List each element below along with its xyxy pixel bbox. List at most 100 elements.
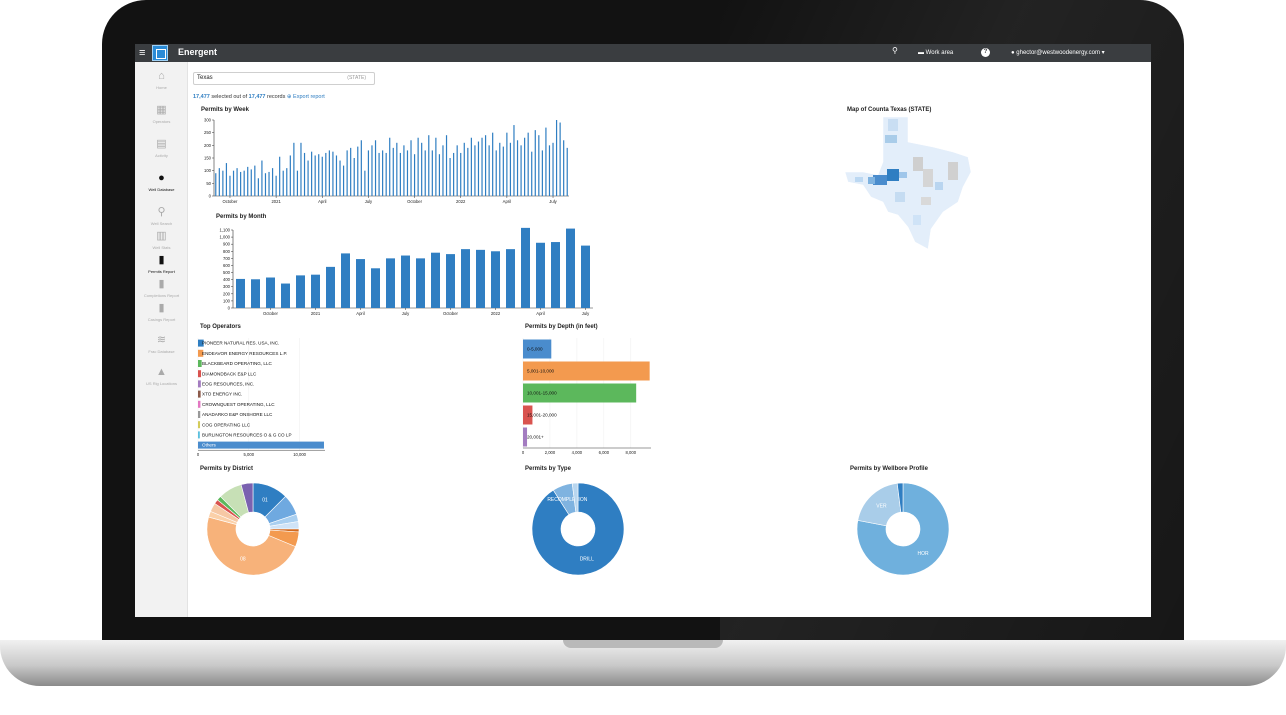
bar [357,146,359,196]
bar [198,380,201,388]
bar [353,158,355,196]
work-area-label: Work area [925,50,954,56]
bar-label: BLACKBEARD OPERATING, LLC [202,361,273,366]
bar [521,227,530,308]
bar [536,242,545,308]
bar [495,150,497,196]
work-area-button[interactable]: ▬ Work area [918,48,953,58]
search-icon[interactable]: ⚲ [892,46,898,55]
county-region [873,175,887,185]
bar [356,259,365,308]
bar [491,251,500,308]
bar [198,421,201,429]
top-operators-chart[interactable]: 0 5,000 10,000 PIONEER NATURAL RES. USA, IN… [188,334,348,464]
home-icon: ⌂ [158,70,165,82]
county-region [887,169,899,181]
bar [524,137,526,196]
sidebar-item-label: Well Database [148,187,175,192]
x-tick-label: 10,000 [293,452,306,457]
user-menu[interactable]: ● ghector@westwoodenergy.com ▾ [1011,48,1105,58]
export-report-link[interactable]: ⊕ Export report [286,94,325,100]
folder-icon: ▬ [918,50,926,56]
slice-label: 01 [262,497,268,503]
permits-by-wellbore-chart[interactable]: HOR VER [848,474,958,584]
bar-label: 20,001+ [527,435,544,440]
county-region [888,119,898,131]
calendar-icon: ▤ [156,138,167,150]
selection-summary: 17,477 selected out of 17,477 records ⊕ … [193,94,325,100]
slice-label: RECOMPLETION [547,497,587,503]
sidebar-item-well-search[interactable]: ⚲ Well Search [135,206,188,227]
sidebar-item-label: Well Stats [152,245,171,250]
slice-label: DRILL [580,557,594,563]
sidebar-item-frac-database[interactable]: ≋ Frac Database [135,334,188,355]
slice [240,482,254,513]
bar [251,279,260,308]
sidebar-item-well-stats[interactable]: ▥ Well Stats [135,230,188,251]
sidebar-item-activity[interactable]: ▤ Activity [135,138,188,159]
drop-icon: ● [158,172,165,184]
x-tick-label: October [443,311,459,316]
county-region [923,169,933,187]
permits-by-type-chart[interactable]: DRILL RECOMPLETION [523,474,633,584]
bar-label: COG OPERATING LLC [202,422,251,427]
bar [346,150,348,196]
permits-by-depth-chart[interactable]: 0 2,000 4,000 6,000 8,000 0-5,000 5,001-10,000… [508,334,668,464]
sidebar-item-us-rig-locations[interactable]: ▲ US Rig Locations [135,366,188,387]
sidebar-item-label: US Rig Locations [146,381,177,386]
sidebar-item-operators[interactable]: ▦ Operators [135,104,188,125]
bar [456,145,458,196]
texas-county-map[interactable] [843,117,973,252]
y-tick-label: 250 [204,130,212,135]
bar [523,339,552,359]
y-tick-label: 500 [223,270,231,275]
chart-title-week: Permits by Week [201,107,249,113]
bar [421,142,423,196]
sidebar-item-casings-report[interactable]: ▮ Casings Report [135,302,188,323]
permits-by-district-chart[interactable]: 01 08 [198,474,308,584]
filter-tag: (STATE) [347,75,366,81]
bar [406,150,409,196]
y-tick-label: 200 [204,143,212,148]
sidebar-item-permits-report[interactable]: ▮ Permits Report [135,254,188,275]
bar [367,150,370,196]
sidebar-item-label: Activity [155,153,168,158]
bar [286,168,288,196]
bar [311,151,313,196]
slice-label: 08 [240,556,246,562]
bar [488,145,490,196]
bar-label: EOG RESOURCES, INC. [202,382,254,387]
bar [236,278,245,308]
selected-count: 17,477 [193,94,210,100]
x-tick-label: July [549,199,557,204]
sidebar-item-well-database[interactable]: ● Well Database [135,172,188,193]
selected-text: selected out of [211,94,248,100]
county-region [921,197,931,205]
x-tick-label: 2022 [491,311,501,316]
permits-by-month-chart[interactable]: 0 100 200 300 400 500 600 700 800 900 1,000 1,100 Oc… [188,224,608,324]
bar [551,242,560,308]
filter-search-input[interactable]: Texas (STATE) [193,72,375,85]
help-icon[interactable]: ? [981,48,990,57]
y-tick-label: 300 [223,284,231,289]
top-navbar: ≡ Energent ⚲ ▬ Work area ? ● ghector@wes… [135,44,1151,62]
bar [545,127,547,196]
permits-by-week-chart[interactable]: 0 50 100 150 200 250 300 October 2021 April July Oc… [188,116,588,211]
bar [435,137,437,196]
bar [453,152,455,196]
bar [499,142,501,196]
bar [513,125,515,196]
bar [360,140,362,196]
sidebar-item-completions-report[interactable]: ▮ Completions Report [135,278,188,299]
sidebar-item-home[interactable]: ⌂ Home [135,70,188,91]
bar [401,255,410,308]
hamburger-menu-icon[interactable]: ≡ [139,47,146,59]
wind-icon: ≋ [156,334,167,346]
bar [492,132,494,196]
bar [431,252,440,308]
building-icon: ▦ [156,104,167,116]
bar [445,135,448,196]
bar [470,137,472,196]
bar-label: PIONEER NATURAL RES. USA, INC. [202,341,279,346]
x-tick-label: 5,000 [244,452,255,457]
